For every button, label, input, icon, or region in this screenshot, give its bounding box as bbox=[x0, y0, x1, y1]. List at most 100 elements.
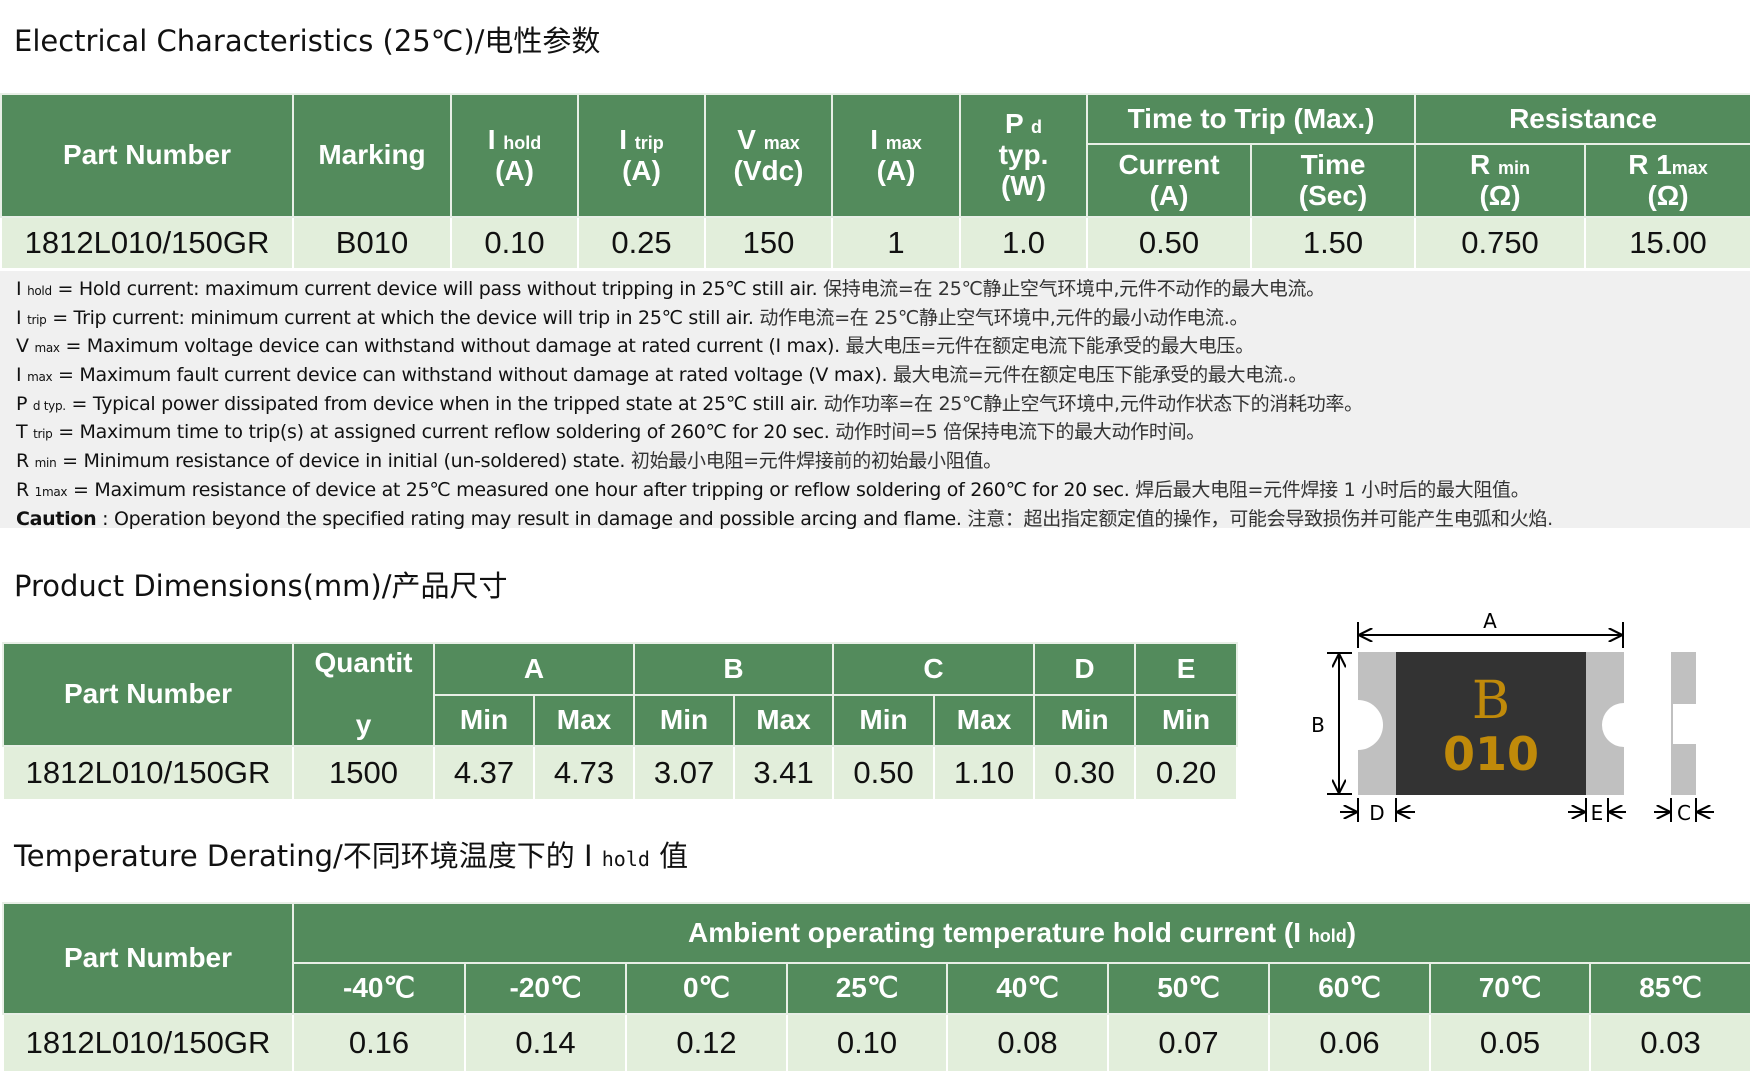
dimension-label-a: A bbox=[1483, 609, 1497, 633]
note-line: R 1max = Maximum resistance of device at… bbox=[16, 476, 1750, 505]
header-temperature: -20℃ bbox=[464, 962, 627, 1015]
cell-part: 1812L010/150GR bbox=[0, 216, 294, 270]
chip-body bbox=[1396, 652, 1586, 795]
table-row: 1812L010/150GR B010 0.10 0.25 150 1 1.0 … bbox=[0, 216, 1750, 270]
note-subscript: 1max bbox=[34, 484, 68, 499]
header-temperature: 0℃ bbox=[625, 962, 788, 1015]
temperature-derating-table: Part Number Ambient operating temperatur… bbox=[2, 902, 1750, 1073]
dimension-label-b: B bbox=[1311, 713, 1325, 737]
cell-part: 1812L010/150GR bbox=[2, 1013, 294, 1073]
cell-rmin: 0.750 bbox=[1414, 216, 1587, 270]
table-row: 1812L010/150GR 1500 4.37 4.73 3.07 3.41 … bbox=[2, 745, 1239, 801]
header-quantity: Quantit y bbox=[292, 642, 435, 747]
cell-b-max: 3.41 bbox=[733, 745, 835, 801]
note-symbol: I bbox=[16, 306, 22, 329]
header-rmin: R min (Ω) bbox=[1414, 143, 1587, 218]
header-min: Min bbox=[832, 694, 936, 747]
cell-r1max: 15.00 bbox=[1584, 216, 1750, 270]
note-english: : Operation beyond the specified rating … bbox=[96, 507, 968, 530]
marking-logo: B bbox=[1472, 671, 1510, 731]
note-line: I hold = Hold current: maximum current d… bbox=[16, 275, 1750, 304]
note-symbol: Caution bbox=[16, 507, 97, 530]
note-subscript: d typ. bbox=[32, 398, 66, 413]
cell-itrip: 0.25 bbox=[577, 216, 706, 270]
electrical-characteristics-title: Electrical Characteristics (25℃)/电性参数 bbox=[14, 24, 601, 58]
note-subscript: max bbox=[34, 341, 60, 356]
note-symbol: T bbox=[16, 421, 28, 444]
note-english: = Maximum voltage device can withstand w… bbox=[59, 335, 846, 358]
cell-hold-current: 0.07 bbox=[1107, 1013, 1270, 1073]
header-r1max: R 1max (Ω) bbox=[1584, 143, 1750, 218]
note-subscript: min bbox=[34, 456, 57, 471]
cell-part: 1812L010/150GR bbox=[2, 745, 294, 801]
header-part-number: Part Number bbox=[2, 642, 294, 747]
cell-time: 1.50 bbox=[1249, 216, 1417, 270]
note-chinese: 保持电流=在 25℃静止空气环境中,元件不动作的最大电流。 bbox=[823, 278, 1325, 300]
header-max: Max bbox=[733, 694, 835, 747]
header-c: C bbox=[832, 642, 1036, 696]
cell-d-min: 0.30 bbox=[1033, 745, 1137, 801]
note-subscript: hold bbox=[27, 284, 52, 298]
cell-hold-current: 0.16 bbox=[292, 1013, 466, 1073]
product-dimensions-title: Product Dimensions(mm)/产品尺寸 bbox=[14, 569, 508, 603]
note-symbol: R bbox=[16, 450, 29, 473]
header-ambient: Ambient operating temperature hold curre… bbox=[291, 902, 1750, 964]
header-b: B bbox=[633, 642, 835, 696]
header-temperature: 70℃ bbox=[1429, 962, 1591, 1015]
cell-c-min: 0.50 bbox=[832, 745, 936, 801]
header-itrip: I trip (A) bbox=[577, 93, 706, 218]
header-temperature: 60℃ bbox=[1268, 962, 1431, 1015]
temperature-derating-title: Temperature Derating/不同环境温度下的 I hold 值 bbox=[14, 839, 689, 873]
note-chinese: 初始最小电阻=元件焊接前的初始最小阻值。 bbox=[630, 450, 1002, 473]
header-min: Min bbox=[433, 694, 535, 747]
cell-hold-current: 0.08 bbox=[946, 1013, 1109, 1073]
cell-hold-current: 0.14 bbox=[464, 1013, 627, 1073]
cell-a-min: 4.37 bbox=[433, 745, 535, 801]
header-vmax: V max (Vdc) bbox=[704, 93, 833, 218]
note-symbol: I bbox=[16, 278, 22, 300]
cell-e-min: 0.20 bbox=[1134, 745, 1239, 801]
header-temperature: 25℃ bbox=[786, 962, 948, 1015]
cell-vmax: 150 bbox=[704, 216, 833, 270]
cell-current: 0.50 bbox=[1086, 216, 1252, 270]
note-subscript: trip bbox=[33, 427, 53, 442]
note-line: Caution : Operation beyond the specified… bbox=[16, 505, 1750, 534]
header-min: Min bbox=[1033, 694, 1137, 747]
note-line: I trip = Trip current: minimum current a… bbox=[16, 304, 1750, 333]
electrical-characteristics-table: Part Number Marking I hold (A) I trip (A) … bbox=[0, 93, 1750, 270]
note-english: = Maximum time to trip(s) at assigned cu… bbox=[52, 421, 836, 444]
cell-hold-current: 0.03 bbox=[1588, 1013, 1750, 1073]
header-part-number: Part Number bbox=[0, 93, 294, 218]
header-resistance: Resistance bbox=[1414, 93, 1750, 145]
note-chinese: 动作时间=5 倍保持电流下的最大动作时间。 bbox=[835, 421, 1205, 444]
note-chinese: 最大电压=元件在额定电流下能承受的最大电压。 bbox=[845, 335, 1255, 358]
header-d: D bbox=[1033, 642, 1137, 696]
cell-hold-current: 0.12 bbox=[625, 1013, 788, 1073]
header-temperature: -40℃ bbox=[292, 962, 466, 1015]
marking-code: 010 bbox=[1443, 727, 1539, 781]
product-dimensions-table: Part Number Quantit y A B C D E Min Max M… bbox=[2, 642, 1239, 801]
header-temperature: 50℃ bbox=[1107, 962, 1270, 1015]
dimension-label-d: D bbox=[1369, 801, 1384, 825]
header-part-number: Part Number bbox=[2, 902, 294, 1015]
cell-hold-current: 0.05 bbox=[1429, 1013, 1591, 1073]
header-current: Current (A) bbox=[1086, 143, 1252, 218]
note-english: = Maximum resistance of device at 25℃ me… bbox=[67, 478, 1136, 501]
header-e: E bbox=[1134, 642, 1239, 696]
note-subscript: trip bbox=[27, 312, 47, 327]
parameter-notes: I hold = Hold current: maximum current d… bbox=[0, 271, 1750, 530]
cell-hold-current: 0.06 bbox=[1268, 1013, 1431, 1073]
dimension-diagram: A B 010 B D E C bbox=[1311, 609, 1714, 825]
note-english: = Trip current: minimum current at which… bbox=[46, 306, 760, 329]
header-time: Time (Sec) bbox=[1249, 143, 1417, 218]
header-ihold: I hold (A) bbox=[450, 93, 579, 218]
cell-marking: B010 bbox=[292, 216, 452, 270]
table-row: 1812L010/150GR 0.16 0.14 0.12 0.10 0.08 0.07 0… bbox=[2, 1013, 1750, 1073]
cell-b-min: 3.07 bbox=[633, 745, 736, 801]
note-symbol: P bbox=[16, 392, 28, 415]
note-english: = Typical power dissipated from device w… bbox=[65, 392, 824, 415]
cell-imax: 1 bbox=[831, 216, 961, 270]
dimension-label-c: C bbox=[1677, 801, 1691, 825]
note-symbol: R bbox=[16, 478, 29, 501]
cell-quantity: 1500 bbox=[292, 745, 435, 801]
